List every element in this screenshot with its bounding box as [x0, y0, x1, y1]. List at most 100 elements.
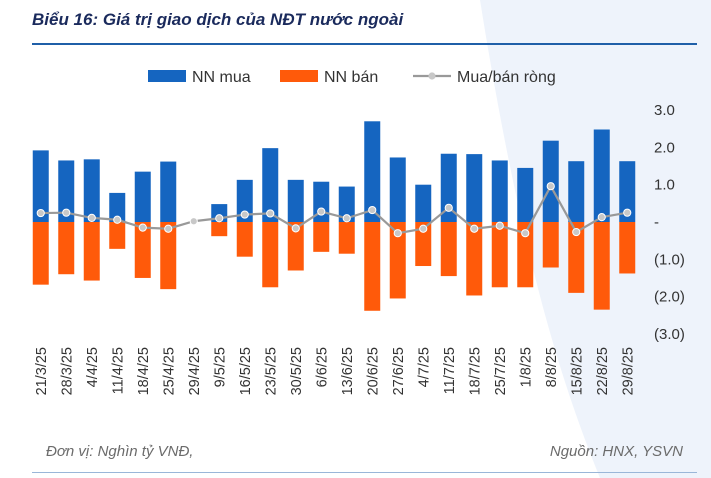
- bar-sell: [364, 222, 381, 311]
- bar-buy: [338, 186, 355, 222]
- net-point: [444, 203, 453, 212]
- bar-sell: [568, 222, 585, 293]
- y-tick-label: 3.0: [654, 102, 675, 119]
- x-tick-label: 11/7/25: [442, 347, 458, 394]
- net-point: [623, 208, 632, 217]
- x-tick-label: 6/6/25: [314, 347, 330, 387]
- x-tick-label: 18/4/25: [136, 347, 152, 395]
- bar-sell: [109, 222, 126, 249]
- bar-sell: [83, 222, 100, 281]
- net-point: [291, 224, 300, 233]
- unit-note: Đơn vị: Nghìn tỷ VNĐ,: [46, 443, 194, 460]
- net-point: [240, 210, 249, 219]
- y-tick-label: (1.0): [654, 251, 685, 268]
- bar-buy: [389, 157, 406, 222]
- bar-buy: [517, 167, 534, 222]
- net-point: [215, 214, 224, 223]
- bar-sell: [160, 222, 177, 290]
- x-tick-label: 29/4/25: [187, 347, 203, 395]
- net-point: [546, 182, 555, 191]
- net-point: [495, 221, 504, 230]
- bar-buy: [83, 159, 100, 222]
- bar-sell: [211, 222, 228, 237]
- x-tick-label: 23/5/25: [263, 347, 279, 395]
- bar-buy: [593, 129, 610, 222]
- bar-buy: [109, 192, 126, 222]
- y-tick-label: (3.0): [654, 326, 685, 343]
- bar-buy: [287, 179, 304, 222]
- bar-buy: [415, 184, 432, 222]
- bar-sell: [313, 222, 330, 252]
- x-tick-label: 27/6/25: [391, 347, 407, 395]
- x-tick-label: 13/6/25: [340, 347, 356, 395]
- footer-divider: [32, 472, 697, 473]
- bar-sell: [440, 222, 457, 277]
- bar-buy: [364, 121, 381, 222]
- legend-swatch-buy: [148, 70, 186, 82]
- net-point: [521, 229, 530, 238]
- x-tick-label: 1/8/25: [518, 347, 534, 387]
- bar-sell: [32, 222, 49, 285]
- x-tick-label: 25/7/25: [493, 347, 509, 395]
- x-tick-label: 9/5/25: [212, 347, 228, 387]
- bar-sell: [389, 222, 406, 299]
- net-point: [36, 208, 45, 218]
- bar-sell: [593, 222, 610, 310]
- net-point: [368, 205, 377, 215]
- bar-sell: [466, 222, 483, 296]
- legend-label-buy: NN mua: [192, 69, 251, 86]
- x-tick-label: 16/5/25: [238, 347, 254, 395]
- net-point: [113, 215, 122, 224]
- bar-buy: [542, 140, 559, 222]
- bar-buy: [491, 160, 508, 222]
- net-point: [317, 207, 326, 216]
- x-tick-label: 15/8/25: [569, 347, 585, 395]
- net-point: [419, 224, 428, 233]
- y-tick-label: -: [654, 214, 659, 231]
- net-point: [470, 224, 479, 233]
- chart-title: Biểu 16: Giá trị giao dịch của NĐT nước …: [32, 10, 404, 29]
- legend-label-sell: NN bán: [324, 69, 378, 86]
- bar-buy: [32, 150, 49, 222]
- x-tick-label: 30/5/25: [289, 347, 305, 395]
- bar-sell: [619, 222, 636, 274]
- net-point: [87, 213, 96, 222]
- net-point: [572, 227, 581, 237]
- bar-sell: [287, 222, 304, 271]
- x-tick-label: 4/7/25: [416, 347, 432, 387]
- bar-sell: [58, 222, 75, 275]
- bar-sell: [415, 222, 432, 267]
- bar-sell: [517, 222, 534, 288]
- net-point: [393, 229, 402, 238]
- x-tick-label: 20/6/25: [365, 347, 381, 395]
- x-tick-label: 28/3/25: [59, 347, 75, 395]
- net-point: [342, 214, 351, 223]
- x-tick-label: 11/4/25: [110, 347, 126, 394]
- y-tick-label: (2.0): [654, 289, 685, 306]
- bar-sell: [134, 222, 151, 278]
- x-tick-label: 29/8/25: [620, 347, 636, 395]
- legend-marker-net: [428, 72, 436, 80]
- bar-sell: [338, 222, 355, 254]
- net-point: [62, 208, 71, 217]
- source-note: Nguồn: HNX, YSVN: [549, 443, 683, 460]
- legend-label-net: Mua/bán ròng: [457, 69, 556, 86]
- x-tick-label: 25/4/25: [161, 347, 177, 395]
- bar-sell: [542, 222, 559, 268]
- x-tick-label: 8/8/25: [544, 347, 560, 387]
- bar-sell: [236, 222, 253, 257]
- legend-swatch-sell: [280, 70, 318, 82]
- x-tick-label: 4/4/25: [85, 347, 101, 387]
- bar-buy: [568, 161, 585, 222]
- net-point: [266, 209, 275, 218]
- net-point: [138, 223, 147, 232]
- bar-buy: [262, 148, 279, 222]
- bar-buy: [160, 161, 177, 222]
- x-tick-label: 21/3/25: [34, 347, 50, 395]
- net-line: [40, 183, 628, 235]
- bar-buy: [466, 154, 483, 222]
- bar-sell: [491, 222, 508, 288]
- y-tick-label: 2.0: [654, 139, 675, 156]
- bar-buy: [440, 153, 457, 222]
